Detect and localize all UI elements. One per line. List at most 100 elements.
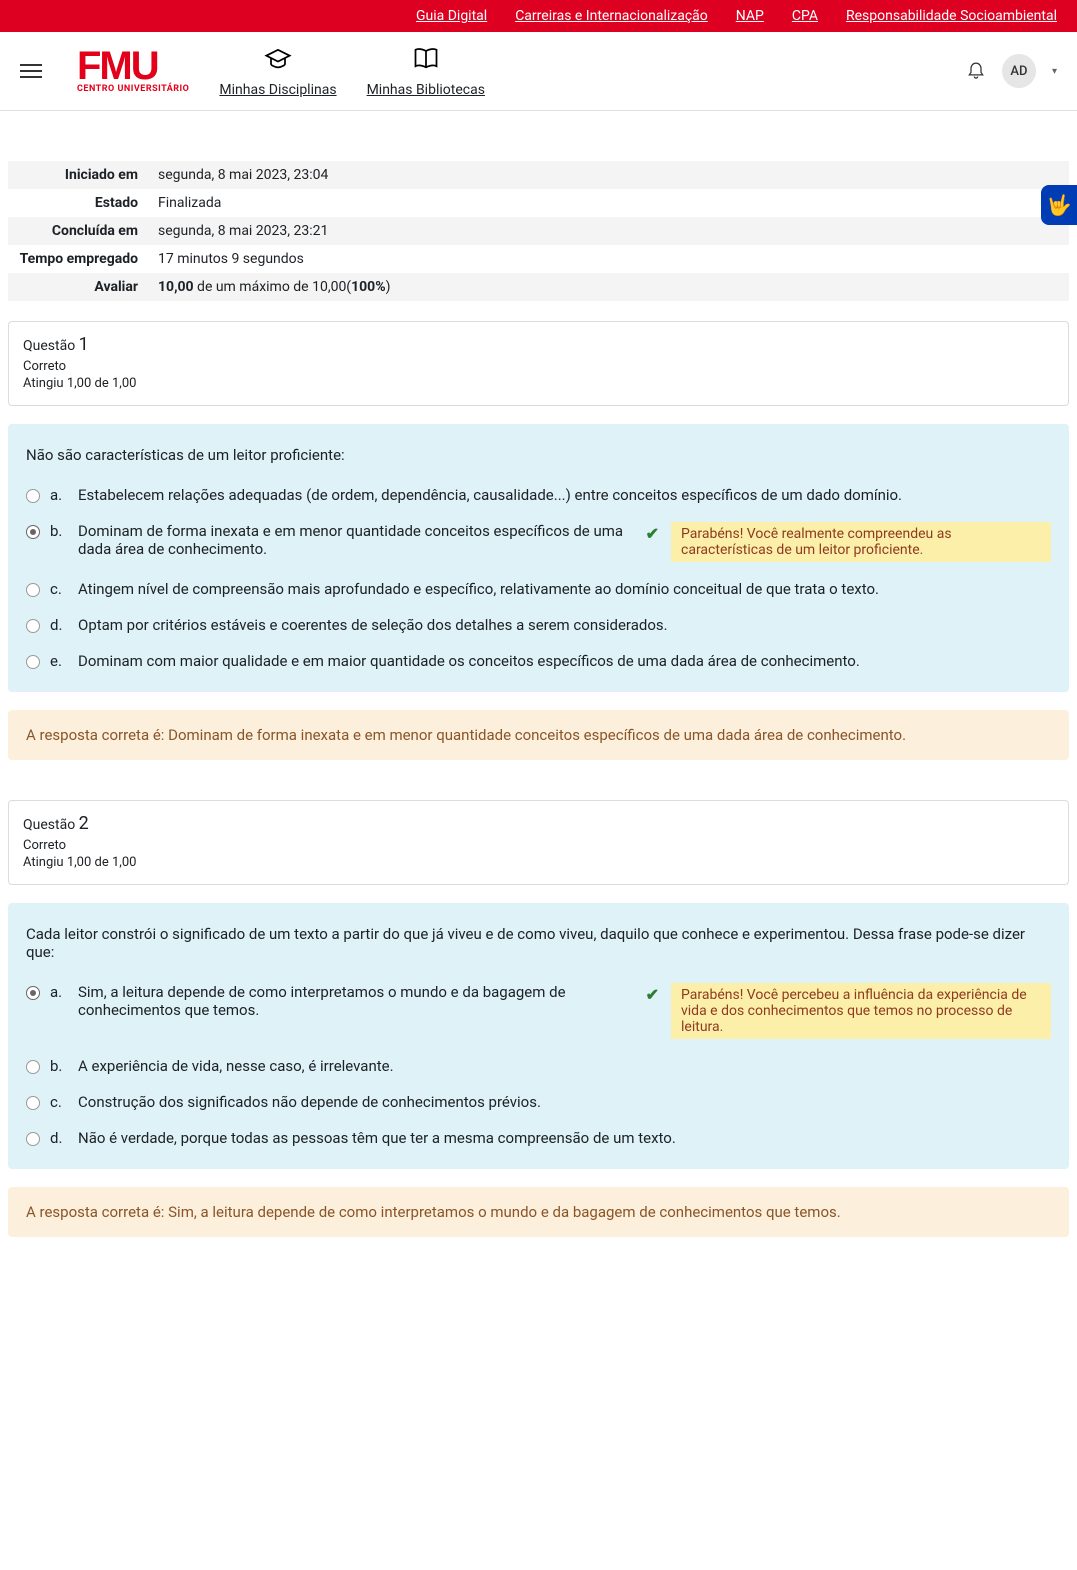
correct-answer-box: A resposta correta é: Dominam de forma i… [8, 710, 1069, 760]
radio-button[interactable] [26, 1060, 40, 1074]
option-feedback: ✔ Parabéns! Você percebeu a influência da… [646, 983, 1051, 1039]
topbar: Guia Digital Carreiras e Internacionaliz… [0, 0, 1077, 32]
question-grade: Atingiu 1,00 de 1,00 [23, 855, 1054, 870]
option-letter: d. [50, 1129, 68, 1147]
question-status: Correto [23, 359, 1054, 374]
question-number: 2 [79, 813, 89, 834]
question-header: Questão 1 Correto Atingiu 1,00 de 1,00 [8, 321, 1069, 406]
grade-mid: de um máximo de 10,00( [194, 279, 352, 295]
option-text: Estabelecem relações adequadas (de ordem… [78, 486, 1051, 504]
summary-label: Iniciado em [8, 161, 148, 189]
table-row: Tempo empregado 17 minutos 9 segundos [8, 245, 1069, 273]
option-feedback: ✔ Parabéns! Você realmente compreendeu as… [646, 522, 1051, 562]
feedback-text: Parabéns! Você realmente compreendeu as … [671, 522, 1051, 562]
summary-label: Avaliar [8, 273, 148, 301]
options-list: a. Estabelecem relações adequadas (de ord… [26, 486, 1051, 670]
radio-button[interactable] [26, 619, 40, 633]
option-letter: c. [50, 580, 68, 598]
nav-label-bibliotecas: Minhas Bibliotecas [367, 82, 485, 98]
option-text: Não é verdade, porque todas as pessoas t… [78, 1129, 1051, 1147]
option-letter: b. [50, 1057, 68, 1075]
option-row: c. Construção dos significados não depend… [26, 1093, 1051, 1111]
option-row: a. Estabelecem relações adequadas (de ord… [26, 486, 1051, 504]
question-title: Questão 1 [23, 334, 1054, 355]
summary-label: Concluída em [8, 217, 148, 245]
topbar-link-guia[interactable]: Guia Digital [416, 8, 487, 24]
option-text: Optam por critérios estáveis e coerentes… [78, 616, 1051, 634]
question-prompt: Não são características de um leitor pro… [26, 446, 1051, 464]
topbar-link-resp[interactable]: Responsabilidade Socioambiental [846, 8, 1057, 24]
radio-button[interactable] [26, 986, 40, 1000]
option-row: c. Atingem nível de compreensão mais apro… [26, 580, 1051, 598]
header-right: AD ▾ [966, 54, 1057, 88]
option-letter: c. [50, 1093, 68, 1111]
feedback-text: Parabéns! Você percebeu a influência da … [671, 983, 1051, 1039]
chevron-down-icon[interactable]: ▾ [1052, 66, 1057, 77]
nav-label-disciplinas: Minhas Disciplinas [219, 82, 336, 98]
radio-button[interactable] [26, 583, 40, 597]
user-avatar[interactable]: AD [1002, 54, 1036, 88]
topbar-link-carreiras[interactable]: Carreiras e Internacionalização [515, 8, 708, 24]
option-text: A experiência de vida, nesse caso, é irr… [78, 1057, 1051, 1075]
option-letter: d. [50, 616, 68, 634]
nav-minhas-bibliotecas[interactable]: Minhas Bibliotecas [367, 44, 485, 98]
book-icon [412, 44, 440, 78]
radio-button[interactable] [26, 655, 40, 669]
table-row-grade: Avaliar 10,00 de um máximo de 10,00(100%… [8, 273, 1069, 301]
option-text: Sim, a leitura depende de como interpret… [78, 983, 628, 1019]
hamburger-menu[interactable] [20, 64, 47, 78]
summary-value: segunda, 8 mai 2023, 23:04 [148, 161, 1069, 189]
option-row: b. A experiência de vida, nesse caso, é i… [26, 1057, 1051, 1075]
option-row: a. Sim, a leitura depende de como interpr… [26, 983, 1051, 1039]
option-row: d. Optam por critérios estáveis e coerent… [26, 616, 1051, 634]
option-row: e.Dominam com maior qualidade e em maior… [26, 652, 1051, 670]
option-letter: a. [50, 983, 68, 1001]
radio-button[interactable] [26, 1096, 40, 1110]
nav-minhas-disciplinas[interactable]: Minhas Disciplinas [219, 44, 336, 98]
options-list: a. Sim, a leitura depende de como interpr… [26, 983, 1051, 1147]
logo-main: FMU [77, 48, 158, 84]
question-body: Não são características de um leitor pro… [8, 424, 1069, 692]
grade-percent: 100% [351, 279, 385, 295]
question-grade: Atingiu 1,00 de 1,00 [23, 376, 1054, 391]
option-letter: a. [50, 486, 68, 504]
option-text: Dominam de forma inexata e em menor quan… [78, 522, 628, 558]
hand-icon: 🤟 [1047, 193, 1072, 217]
radio-button[interactable] [26, 489, 40, 503]
topbar-link-cpa[interactable]: CPA [792, 8, 818, 24]
accessibility-tab[interactable]: 🤟 [1041, 185, 1077, 225]
option-letter: e. [50, 652, 68, 670]
question-status: Correto [23, 838, 1054, 853]
radio-button[interactable] [26, 1132, 40, 1146]
summary-value: Finalizada [148, 189, 1069, 217]
question-header: Questão 2 Correto Atingiu 1,00 de 1,00 [8, 800, 1069, 885]
grade-score: 10,00 [158, 279, 194, 295]
table-row: Estado Finalizada [8, 189, 1069, 217]
grade-end: ) [386, 279, 391, 295]
question-body: Cada leitor constrói o significado de um… [8, 903, 1069, 1169]
check-icon: ✔ [646, 985, 659, 1004]
option-text: Atingem nível de compreensão mais aprofu… [78, 580, 1051, 598]
questions-container: Questão 1 Correto Atingiu 1,00 de 1,00 Não … [8, 321, 1069, 1237]
logo[interactable]: FMU CENTRO UNIVERSITÁRIO [77, 48, 189, 94]
option-letter: b. [50, 522, 68, 540]
option-text: Construção dos significados não depende … [78, 1093, 1051, 1111]
summary-value: segunda, 8 mai 2023, 23:21 [148, 217, 1069, 245]
summary-label: Tempo empregado [8, 245, 148, 273]
check-icon: ✔ [646, 524, 659, 543]
question-title: Questão 2 [23, 813, 1054, 834]
summary-label: Estado [8, 189, 148, 217]
correct-answer-box: A resposta correta é: Sim, a leitura dep… [8, 1187, 1069, 1237]
grad-cap-icon [264, 44, 292, 78]
option-row: b. Dominam de forma inexata e em menor qu… [26, 522, 1051, 562]
summary-value: 17 minutos 9 segundos [148, 245, 1069, 273]
table-row: Concluída em segunda, 8 mai 2023, 23:21 [8, 217, 1069, 245]
notifications-icon[interactable] [966, 59, 986, 83]
question-number: 1 [79, 334, 89, 355]
topbar-link-nap[interactable]: NAP [736, 8, 764, 24]
question-prompt: Cada leitor constrói o significado de um… [26, 925, 1051, 961]
radio-button[interactable] [26, 525, 40, 539]
summary-grade-value: 10,00 de um máximo de 10,00(100%) [148, 273, 1069, 301]
header: FMU CENTRO UNIVERSITÁRIO Minhas Discipli… [0, 32, 1077, 111]
logo-sub: CENTRO UNIVERSITÁRIO [77, 84, 189, 94]
